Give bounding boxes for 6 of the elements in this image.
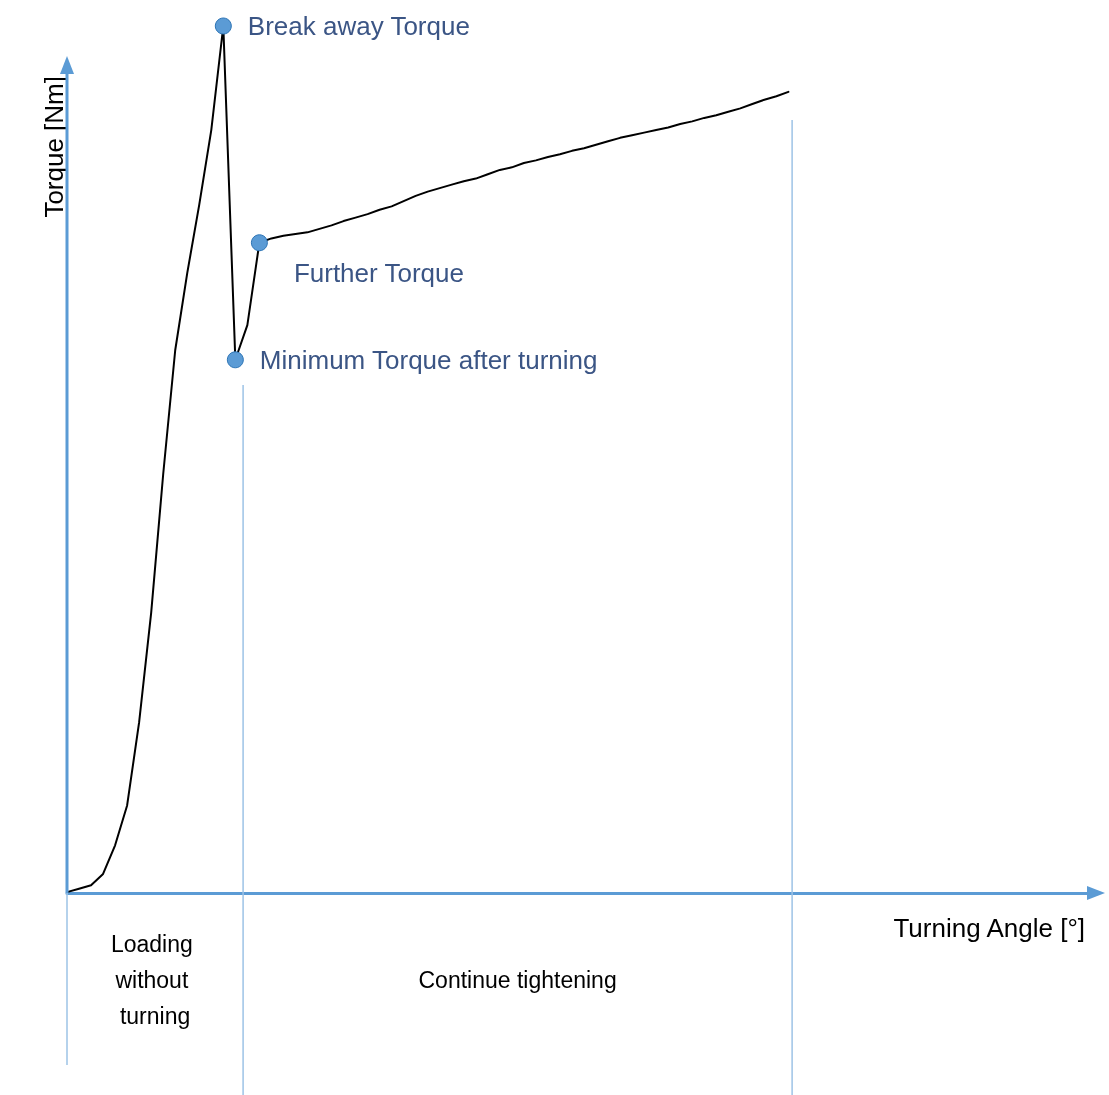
text: Loading without turning: [110, 931, 200, 1029]
annotation: Minimum Torque after turning: [259, 344, 598, 375]
annotation: Further Torque: [293, 257, 464, 288]
x-axis-title: Turning Angle [°]: [893, 913, 1085, 943]
text: Continue tightening: [418, 967, 617, 993]
annotation: Break away Torque: [247, 11, 470, 41]
